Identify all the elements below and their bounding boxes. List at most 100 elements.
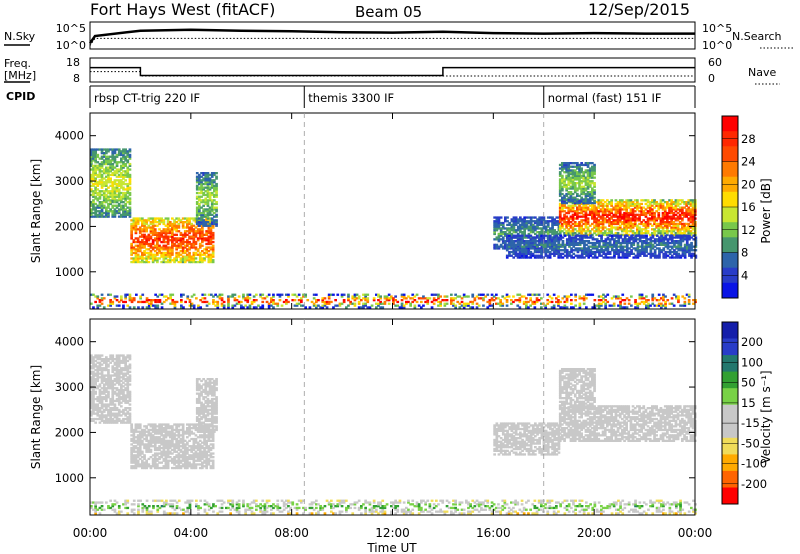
power-cell <box>261 304 265 307</box>
power-cell <box>661 233 665 236</box>
power-cell <box>233 293 237 296</box>
power-cell <box>471 302 475 305</box>
power-cell <box>202 208 205 211</box>
power-cell <box>551 216 554 219</box>
power-cell <box>582 295 586 298</box>
power-cell <box>145 297 149 300</box>
power-cell <box>606 210 609 213</box>
power-cell <box>96 164 100 167</box>
power-cell <box>600 234 603 237</box>
power-cell <box>642 206 646 209</box>
power-cell <box>690 254 693 257</box>
power-cell <box>186 253 189 256</box>
velocity-cell <box>92 419 95 422</box>
power-cell <box>666 231 669 235</box>
power-cell <box>645 304 648 307</box>
power-cell <box>655 201 658 204</box>
power-cell <box>593 250 597 254</box>
power-cell <box>180 293 183 296</box>
power-cell <box>164 260 168 264</box>
power-cell <box>300 299 303 302</box>
power-cell <box>145 259 148 262</box>
power-cell <box>681 238 685 241</box>
power-cell <box>538 238 541 241</box>
velocity-cell <box>98 407 102 410</box>
power-cell <box>595 217 598 220</box>
power-cell <box>194 233 198 236</box>
power-cell <box>567 219 571 222</box>
power-cell <box>385 295 389 298</box>
power-cell <box>516 221 520 225</box>
power-cell <box>565 224 568 227</box>
power-cell <box>107 181 110 184</box>
power-cell <box>657 293 661 296</box>
power-cell <box>124 173 127 177</box>
power-cell <box>107 213 110 216</box>
power-cell <box>196 260 200 264</box>
power-cell <box>540 243 543 246</box>
power-cell <box>188 260 191 264</box>
power-cell <box>164 244 168 247</box>
power-cell <box>625 245 629 248</box>
power-cell <box>173 244 176 247</box>
power-cell <box>638 250 642 254</box>
power-cell <box>653 240 657 243</box>
power-cell <box>546 223 550 226</box>
power-cell <box>625 240 629 243</box>
power-cell <box>512 295 515 298</box>
power-cell <box>638 213 641 216</box>
power-cell <box>681 219 684 222</box>
power-cell <box>586 228 590 231</box>
power-cell <box>458 295 462 298</box>
power-cell <box>205 237 208 240</box>
power-cell <box>209 260 213 264</box>
power-cell <box>505 304 509 307</box>
power-cell <box>593 304 597 307</box>
power-cell <box>683 252 687 255</box>
power-cell <box>516 299 520 302</box>
power-cell <box>645 243 648 246</box>
power-cell <box>567 165 571 168</box>
power-cell <box>136 246 140 249</box>
power-cell <box>631 213 635 216</box>
power-cell <box>272 302 275 305</box>
power-cell <box>107 148 110 151</box>
power-cell <box>603 211 607 215</box>
power-cell <box>546 241 550 245</box>
power-cell <box>634 249 638 252</box>
power-cell <box>565 226 568 229</box>
power-cell <box>213 221 216 224</box>
power-cell <box>613 249 616 252</box>
power-cell <box>188 253 191 256</box>
power-cell <box>90 164 93 167</box>
power-cell <box>691 228 695 231</box>
power-cell <box>327 295 331 298</box>
velocity-cell <box>100 397 104 401</box>
power-cell <box>617 234 621 237</box>
power-cell <box>495 220 499 223</box>
power-cell <box>580 198 583 201</box>
power-cell <box>216 302 220 305</box>
power-cell <box>540 254 543 257</box>
power-cell <box>128 215 132 218</box>
power-cell <box>162 260 166 264</box>
power-cell <box>551 221 554 225</box>
power-cell <box>627 199 631 202</box>
power-cell <box>573 182 577 185</box>
power-cell <box>670 230 673 233</box>
power-cell <box>628 252 631 255</box>
power-cell <box>134 253 138 256</box>
power-cell <box>90 157 93 160</box>
power-cell <box>689 201 693 204</box>
power-cell <box>553 223 556 226</box>
power-cell <box>134 217 138 220</box>
power-cell <box>672 217 676 220</box>
power-cell <box>643 241 646 245</box>
power-cell <box>677 252 681 255</box>
power-cell <box>675 247 678 250</box>
power-cell <box>660 240 663 243</box>
power-cell <box>571 215 575 218</box>
power-cell <box>117 179 121 182</box>
power-cell <box>533 250 537 254</box>
power-cell <box>336 293 340 296</box>
